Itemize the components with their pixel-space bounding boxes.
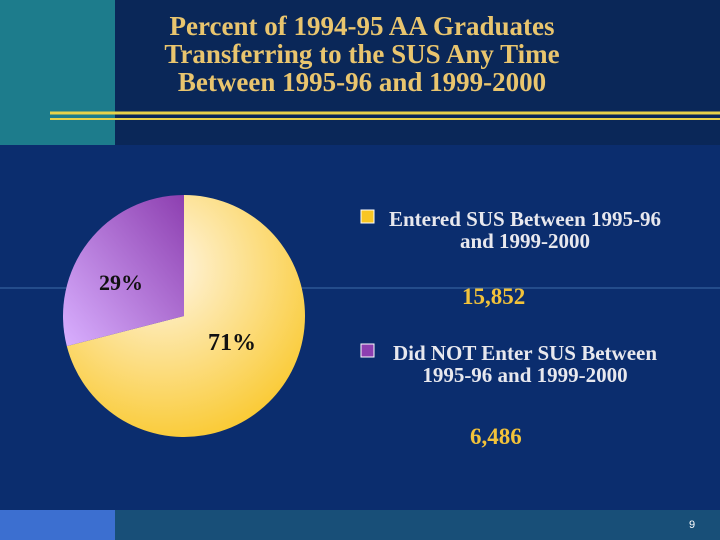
page-number: 9 [689, 519, 695, 531]
title: Between 1995-96 and 1999-2000 [178, 67, 546, 97]
footer-accent [0, 510, 115, 540]
pie-slice [63, 195, 184, 347]
legend-swatch [360, 343, 375, 358]
count-label: 6,486 [470, 424, 522, 449]
count-label: 15,852 [462, 284, 526, 309]
slice-label: 71% [208, 330, 256, 356]
slice-label: 29% [99, 270, 143, 295]
title: Transferring to the SUS Any Time [164, 39, 559, 69]
footer-band [0, 510, 720, 540]
legend-entry: Entered SUS Between 1995-96 and 1999-200… [388, 207, 661, 253]
title: Percent of 1994-95 AA Graduates [170, 11, 555, 41]
header-accent [0, 0, 115, 145]
legend-swatch [360, 209, 375, 224]
pie-slice [66, 195, 305, 437]
header-band [0, 0, 720, 145]
legend-entry: Did NOT Enter SUS Between 1995-96 and 19… [392, 341, 658, 387]
